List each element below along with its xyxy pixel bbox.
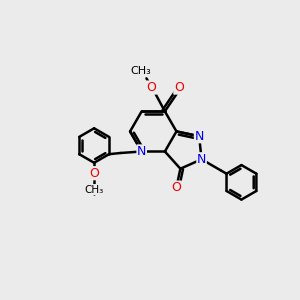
Text: CH₃: CH₃ [130,66,151,76]
Text: CH₃: CH₃ [85,184,104,194]
Text: N: N [197,153,206,166]
Text: O: O [89,167,99,180]
Text: O: O [171,181,181,194]
Text: O: O [146,81,156,94]
Text: N: N [194,130,204,143]
Text: N: N [137,145,146,158]
Text: O: O [174,81,184,94]
